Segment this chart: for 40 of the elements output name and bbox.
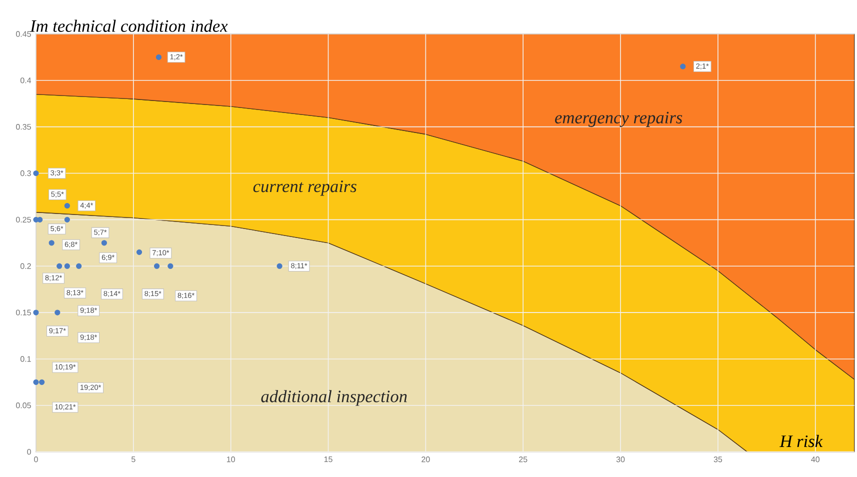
x-tick-label: 5 xyxy=(132,456,136,462)
x-tick-label: 40 xyxy=(811,456,820,462)
point xyxy=(168,263,174,269)
series-label: additional inspection xyxy=(261,390,407,406)
y-tick-label: 0.3 xyxy=(20,170,31,176)
point xyxy=(48,240,54,246)
point xyxy=(680,64,686,70)
point xyxy=(33,170,39,176)
y-tick-label: 0.15 xyxy=(16,310,31,316)
y-axis-title: Im technical condition index xyxy=(30,20,228,32)
point xyxy=(154,263,160,269)
x-tick-label: 20 xyxy=(422,456,430,462)
point xyxy=(33,379,39,385)
point xyxy=(101,240,107,246)
point xyxy=(54,310,60,316)
point xyxy=(39,379,45,385)
point xyxy=(136,249,142,255)
point xyxy=(156,54,162,60)
y-tick-label: 0 xyxy=(27,448,31,455)
y-tick-label: 0.35 xyxy=(16,124,31,130)
x-tick-label: 15 xyxy=(324,456,332,462)
point xyxy=(276,263,282,269)
y-tick-label: 0.1 xyxy=(20,356,31,362)
x-tick-label: 35 xyxy=(714,456,722,462)
y-tick-label: 0.25 xyxy=(16,216,31,222)
y-tick-label: 0.4 xyxy=(20,78,32,84)
y-tick-label: 0.2 xyxy=(20,263,31,269)
point xyxy=(56,263,62,269)
point xyxy=(64,202,70,208)
y-tick-label: 0.05 xyxy=(16,402,31,408)
point xyxy=(64,263,70,269)
x-tick-label: 10 xyxy=(226,456,235,462)
point xyxy=(37,216,43,222)
x-tick-label: 30 xyxy=(616,456,625,462)
x-tick-label: 0 xyxy=(34,456,38,462)
point xyxy=(64,216,70,222)
point xyxy=(76,263,82,269)
y-tick-label: 0.45 xyxy=(16,31,31,37)
x-tick-label: 25 xyxy=(519,456,528,462)
point xyxy=(33,310,39,316)
